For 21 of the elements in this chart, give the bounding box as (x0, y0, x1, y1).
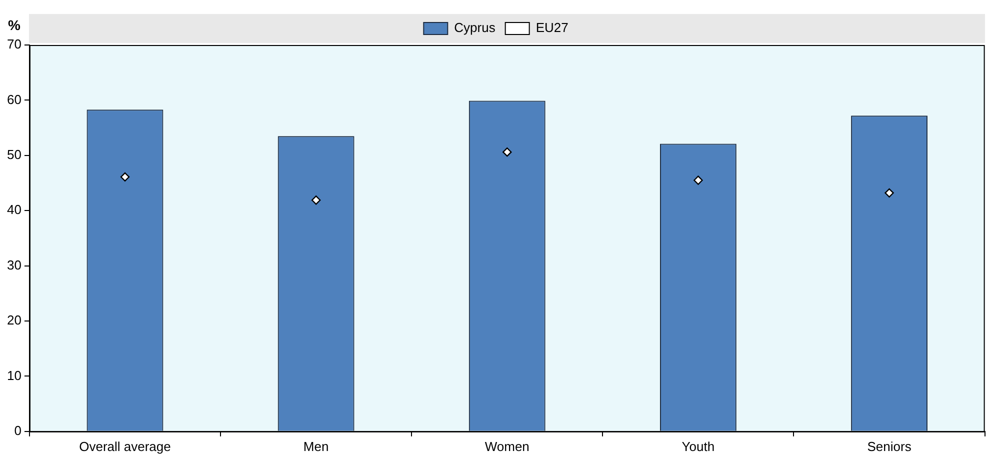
x-tick-label: Men (303, 438, 329, 454)
x-tick-label: Seniors (867, 438, 912, 454)
point (694, 176, 703, 185)
y-tick-label: 60 (6, 92, 22, 107)
y-tick-label: 40 (6, 202, 22, 218)
point (502, 147, 512, 157)
y-tick-label: 20 (6, 312, 22, 328)
point (311, 196, 321, 205)
y-axis-title: % (8, 16, 21, 33)
y-tick-label: 0 (14, 422, 22, 438)
point (120, 172, 130, 182)
point (884, 188, 894, 198)
x-tick-label: Overall average (79, 438, 171, 454)
y-tick-label: 10 (6, 368, 22, 383)
x-tick-label: Youth (682, 438, 715, 454)
y-tick-label: 50 (6, 146, 22, 162)
y-tick-label: 30 (6, 257, 22, 272)
legend-label: Cyprus (454, 20, 496, 36)
legend-label: EU27 (536, 20, 568, 36)
x-tick-label: Women (484, 438, 530, 454)
y-tick-label: 70 (6, 36, 22, 52)
